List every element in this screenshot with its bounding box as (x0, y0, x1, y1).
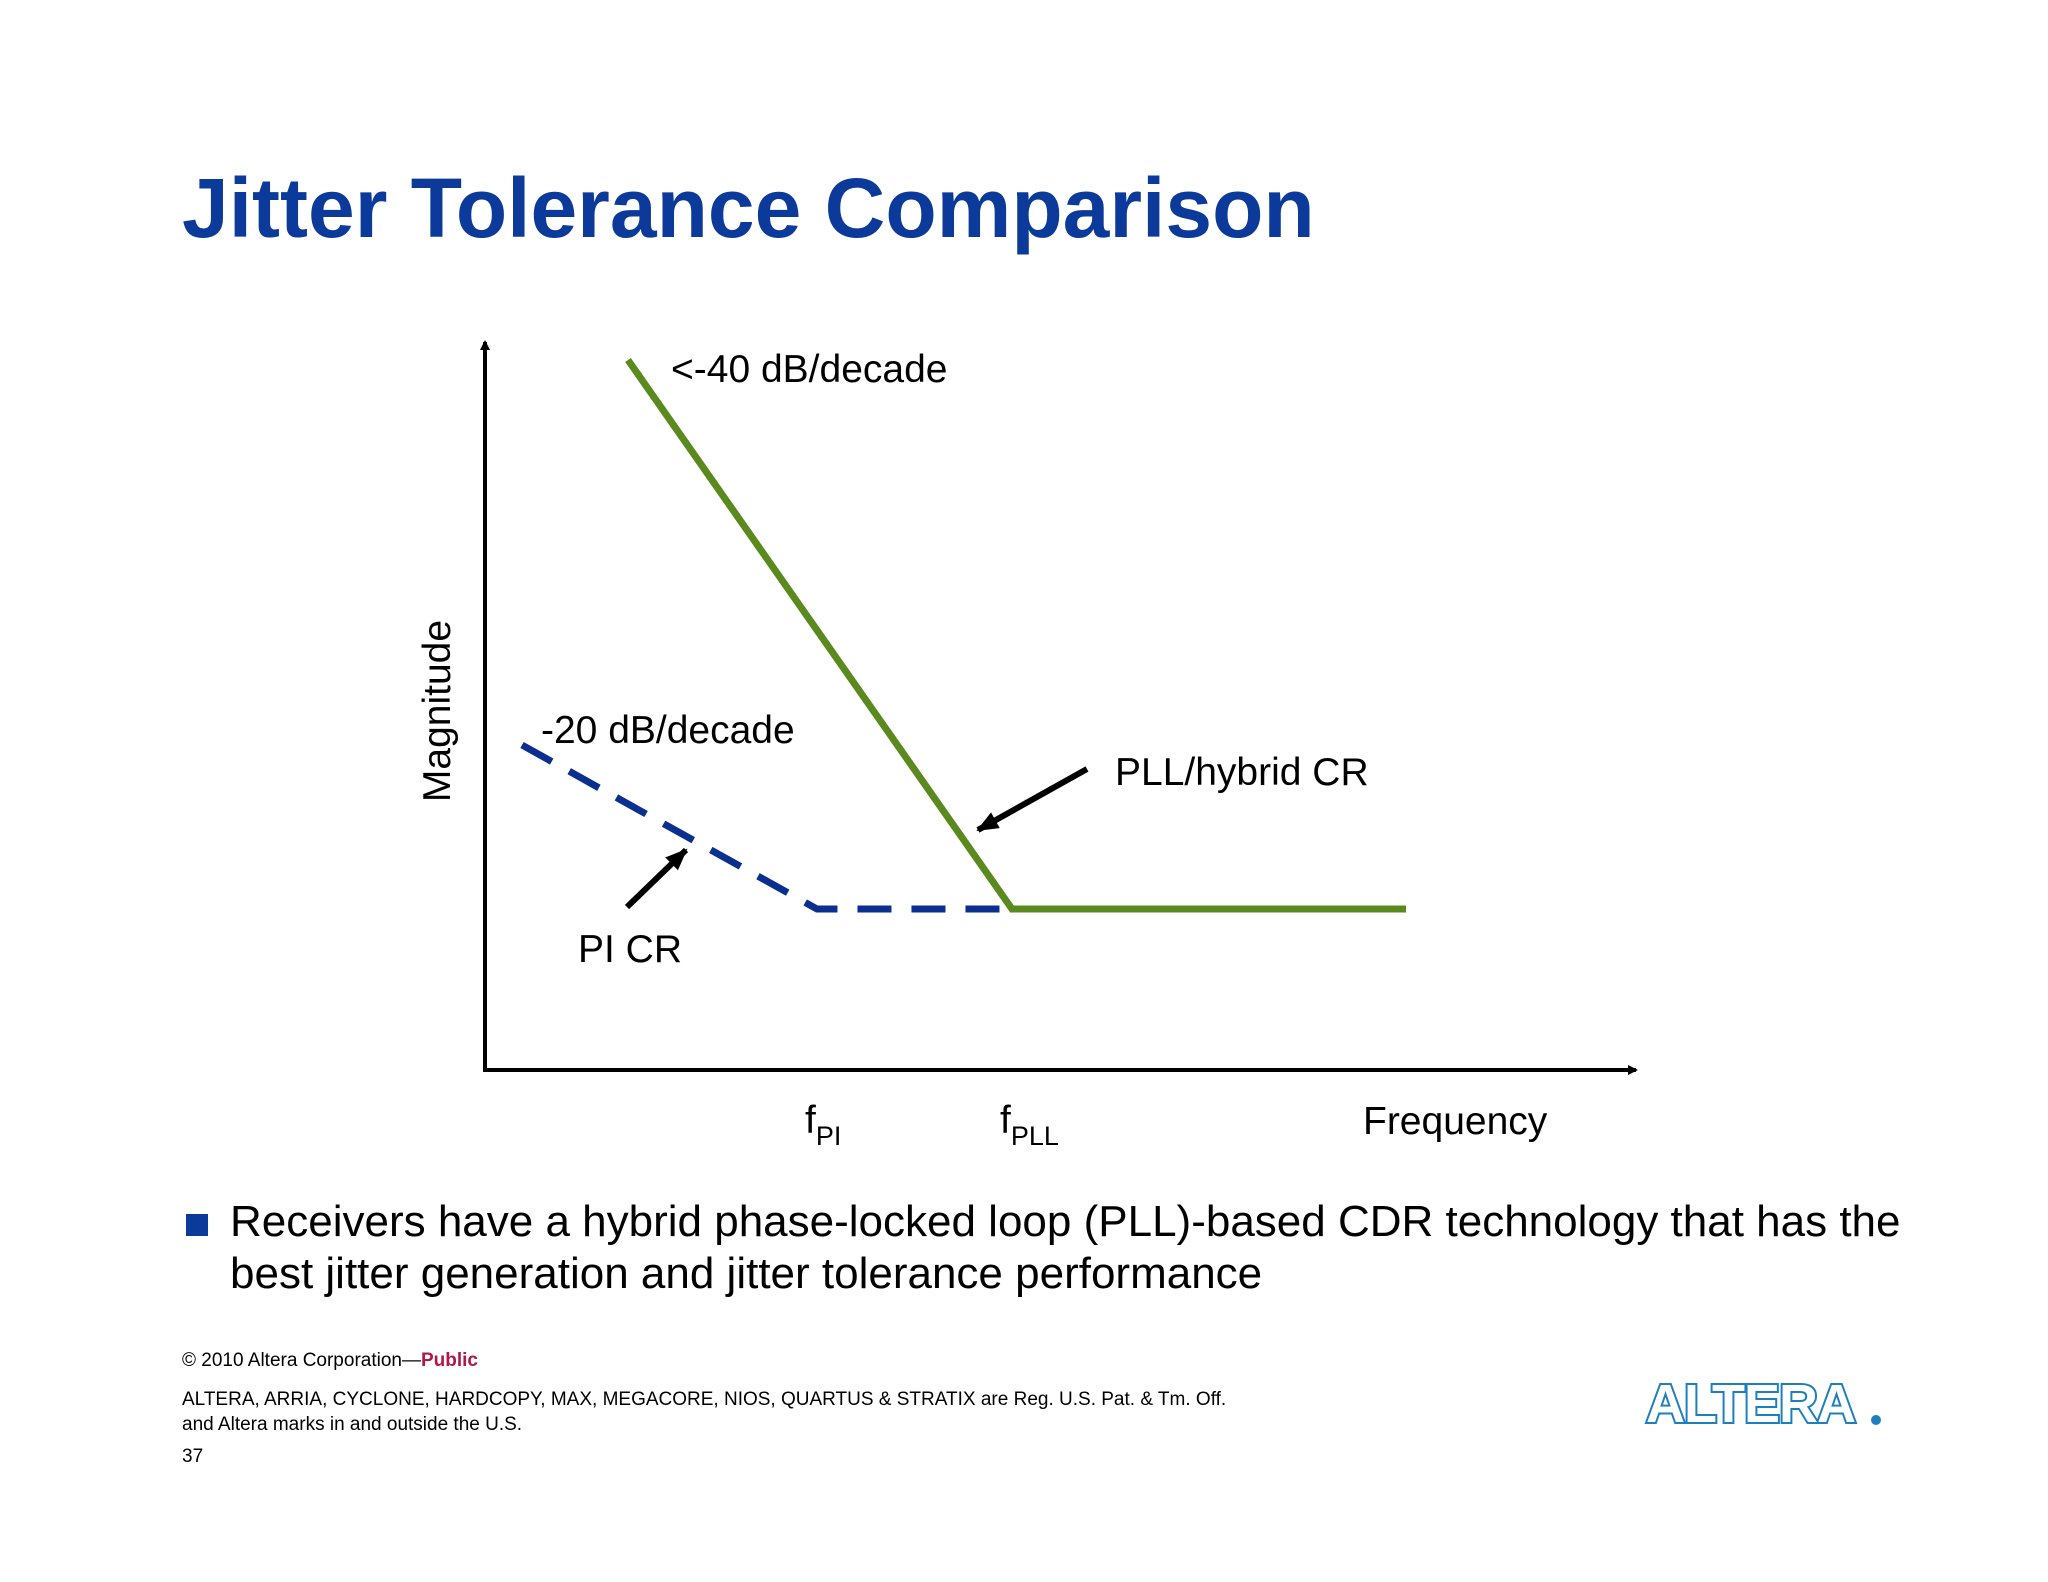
f-pi-tick-label: fPI (805, 1099, 841, 1151)
altera-logo-text: ALTERA (1646, 1374, 1855, 1430)
pi-cr-curve (520, 741, 1012, 913)
page-number: 37 (182, 1446, 204, 1467)
x-axis-label: Frequency (1363, 1100, 1548, 1143)
pi-callout-arrow (624, 847, 689, 910)
logo-dot (1871, 1415, 1881, 1425)
bullet-text: Receivers have a hybrid phase-locked loo… (230, 1197, 1901, 1298)
pll-curve-label: PLL/hybrid CR (1115, 751, 1369, 794)
trademark-notice: ALTERA, ARRIA, CYCLONE, HARDCOPY, MAX, M… (182, 1387, 1382, 1437)
pi-curve-label: PI CR (578, 928, 682, 971)
trademark-line-2: and Altera marks in and outside the U.S. (182, 1414, 523, 1435)
pll-slope-label: <-40 dB/decade (671, 348, 947, 391)
public-label: Public (420, 1350, 478, 1371)
y-axis-label: Magnitude (416, 620, 459, 802)
copyright-text: © 2010 Altera Corporation— (182, 1350, 421, 1371)
altera-logo: ALTERA (1644, 1374, 1881, 1430)
pll-hybrid-curve (625, 357, 1406, 913)
pi-slope-label: -20 dB/decade (541, 709, 795, 752)
slide-title: Jitter Tolerance Comparison (182, 161, 1315, 255)
pll-callout-arrow (976, 766, 1089, 833)
bullet-square-icon (186, 1214, 208, 1236)
copyright-line: © 2010 Altera Corporation—Public (182, 1350, 478, 1372)
f-pll-tick-label: fPLL (1000, 1099, 1059, 1151)
trademark-line-1: ALTERA, ARRIA, CYCLONE, HARDCOPY, MAX, M… (182, 1389, 1227, 1410)
